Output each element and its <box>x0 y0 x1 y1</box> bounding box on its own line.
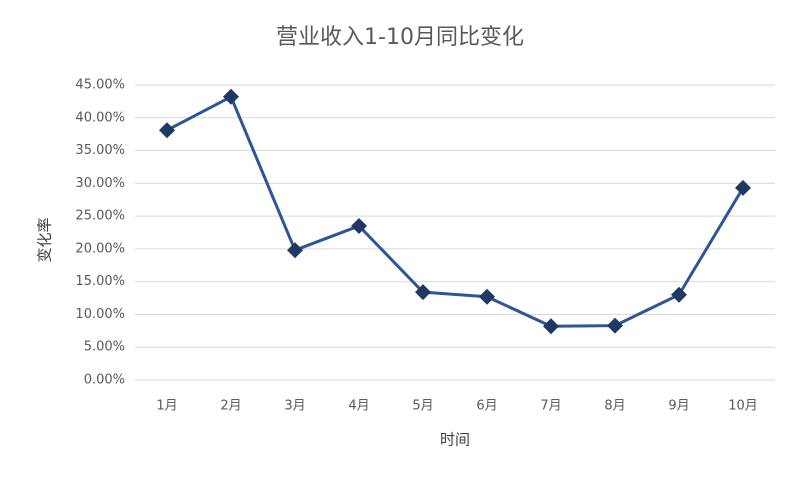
x-tick-label: 6月 <box>476 399 497 414</box>
line <box>166 95 745 328</box>
x-tick-label: 4月 <box>348 399 369 414</box>
x-tick-label: 10月 <box>728 399 758 414</box>
y-tick-label: 5.00% <box>84 340 125 355</box>
y-tick-label: 0.00% <box>84 373 125 388</box>
chart-title: 营业收入1-10月同比变化 <box>276 25 524 50</box>
x-tick-label: 3月 <box>284 399 305 414</box>
y-tick-label: 35.00% <box>75 143 125 158</box>
x-tick-label: 9月 <box>668 399 689 414</box>
x-tick-label: 2月 <box>220 399 241 414</box>
y-tick-label: 40.00% <box>75 110 125 125</box>
x-tick-label: 1月 <box>156 399 177 414</box>
x-axis-title: 时间 <box>440 431 470 449</box>
marker <box>479 288 495 305</box>
y-tick-label: 25.00% <box>75 209 125 224</box>
y-tick-label: 20.00% <box>75 241 125 256</box>
x-tick-label: 8月 <box>604 399 625 414</box>
marker <box>159 122 175 139</box>
marker <box>287 242 303 259</box>
x-tick-label: 7月 <box>540 399 561 414</box>
x-tick-label: 5月 <box>412 399 433 414</box>
y-tick-label: 45.00% <box>75 78 125 93</box>
marker <box>223 88 239 105</box>
marker <box>415 284 431 301</box>
marker <box>543 318 559 335</box>
y-tick-label: 10.00% <box>75 307 125 322</box>
y-axis-title: 变化率 <box>36 217 54 262</box>
y-tick-label: 30.00% <box>75 176 125 191</box>
y-tick-label: 15.00% <box>75 274 125 289</box>
marker <box>735 179 751 196</box>
marker <box>671 286 687 303</box>
marker <box>607 317 623 334</box>
marker <box>351 217 367 234</box>
